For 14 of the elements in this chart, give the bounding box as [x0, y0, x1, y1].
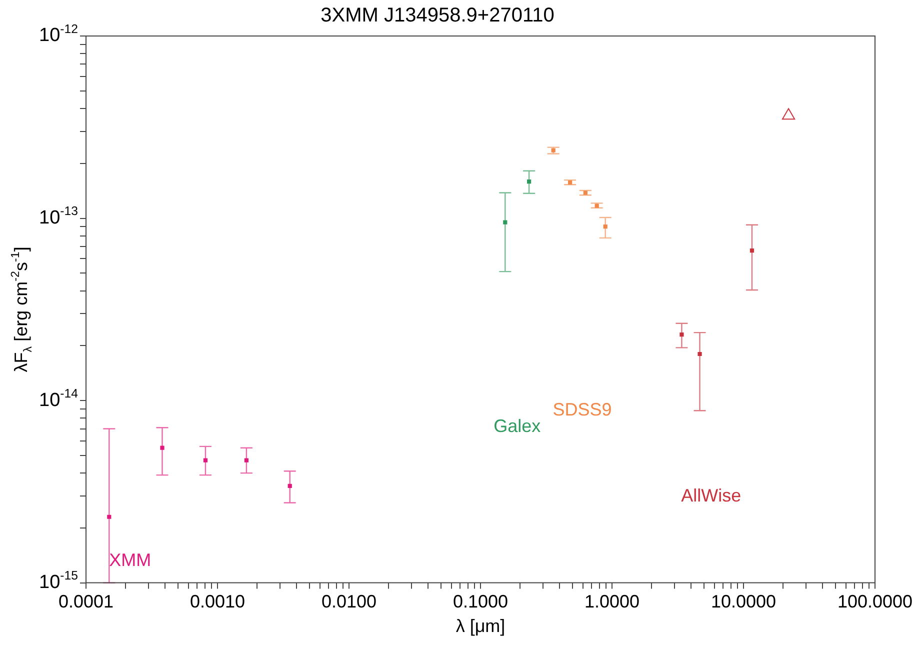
x-tick-label: 0.0100	[321, 592, 377, 612]
y-axis-title: λFλ [erg cm-2s-1]	[8, 246, 35, 372]
x-tick-label: 0.1000	[452, 592, 508, 612]
text: Galex	[494, 416, 541, 436]
x-tick-label: 10.0000	[710, 592, 776, 612]
x-tick-label: 100.0000	[837, 592, 913, 612]
text: SDSS9	[552, 399, 612, 420]
text: AllWise	[681, 486, 742, 506]
x-tick-label: 0.0001	[58, 592, 114, 612]
x-tick-label: 1.0000	[584, 592, 640, 612]
chart-title: 3XMM J134958.9+270110	[320, 4, 554, 27]
x-axis-title: λ [μm]	[456, 616, 506, 636]
x-tick-label: 0.0010	[190, 592, 246, 612]
series-label: XMM	[109, 550, 152, 570]
